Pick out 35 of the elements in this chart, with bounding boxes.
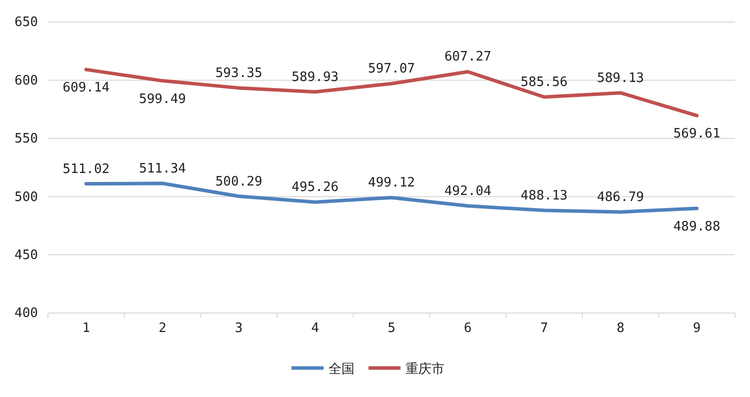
data-label: 593.35 [215, 66, 262, 81]
data-label: 589.13 [597, 70, 644, 86]
x-tick-label: 6 [464, 321, 472, 336]
data-label: 511.02 [62, 162, 110, 177]
data-label: 589.93 [292, 70, 339, 85]
x-tick-label: 9 [692, 321, 701, 336]
y-tick-label: 450 [14, 248, 38, 263]
data-label: 585.56 [520, 75, 568, 90]
data-label: 486.79 [597, 190, 644, 205]
data-label: 597.07 [368, 62, 415, 77]
legend-label: 全国 [328, 362, 354, 377]
y-tick-label: 400 [14, 306, 38, 322]
data-label: 599.49 [139, 92, 186, 107]
data-label: 492.04 [444, 184, 492, 199]
data-label: 569.61 [673, 126, 720, 142]
data-label: 609.14 [62, 80, 110, 96]
y-tick-label: 500 [14, 190, 38, 205]
data-label: 511.34 [139, 161, 186, 176]
x-tick-label: 4 [311, 321, 320, 336]
y-tick-label: 550 [14, 132, 38, 147]
x-tick-label: 2 [158, 321, 166, 336]
x-tick-label: 7 [540, 321, 548, 336]
data-label: 495.26 [292, 180, 339, 196]
y-tick-label: 600 [14, 73, 38, 88]
legend-label: 重庆市 [406, 362, 444, 377]
data-label: 499.12 [368, 176, 415, 191]
x-tick-label: 8 [616, 321, 624, 336]
data-label: 607.27 [444, 50, 492, 65]
data-label: 488.13 [520, 188, 568, 204]
x-tick-label: 1 [82, 321, 90, 336]
data-label: 500.29 [215, 174, 262, 190]
x-tick-label: 3 [234, 321, 243, 336]
y-tick-label: 650 [14, 15, 38, 30]
x-tick-label: 5 [388, 321, 396, 336]
data-label: 489.88 [673, 219, 720, 234]
